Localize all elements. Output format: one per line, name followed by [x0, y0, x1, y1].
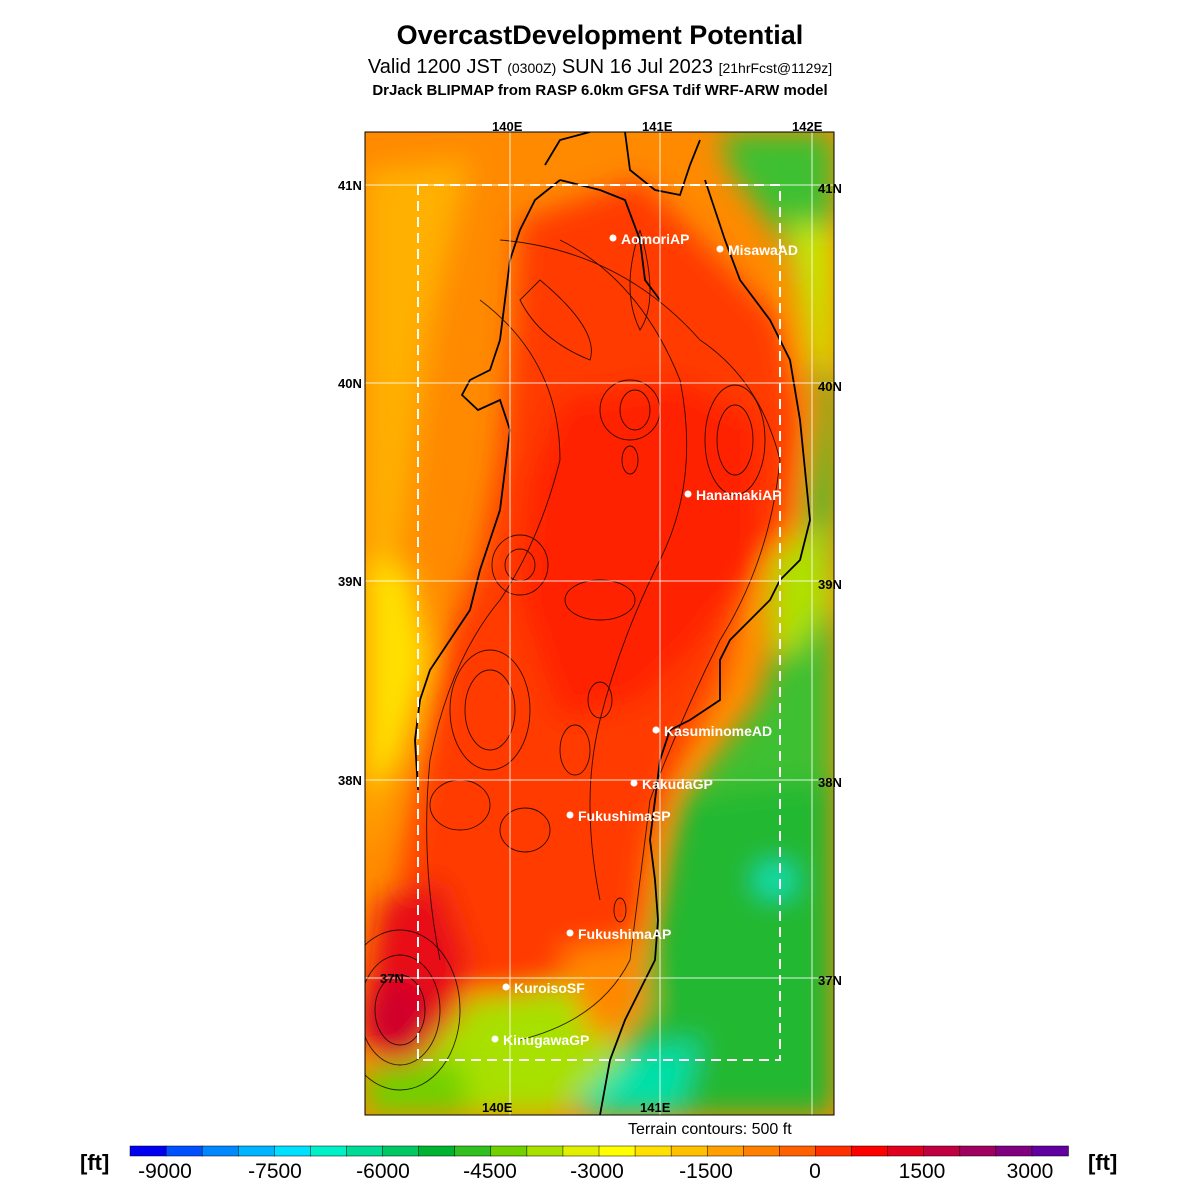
colorbar-swatch	[923, 1145, 961, 1157]
colorbar-swatch	[310, 1145, 348, 1157]
model-description: DrJack BLIPMAP from RASP 6.0km GFSA Tdif…	[372, 82, 828, 99]
colorbar-swatch	[165, 1145, 203, 1157]
lon-label-top-142: 142E	[792, 119, 823, 134]
city-label: FukushimaSP	[578, 808, 671, 824]
colorbar-swatch	[995, 1145, 1033, 1157]
terrain-note: Terrain contours: 500 ft	[628, 1121, 792, 1138]
valid-time-line: Valid 1200 JST (0300Z) SUN 16 Jul 2023 […	[0, 56, 1200, 79]
map-field	[365, 132, 834, 1115]
colorbar-swatch	[129, 1145, 167, 1157]
colorbar-swatch	[454, 1145, 492, 1157]
colorbar-swatch	[851, 1145, 889, 1157]
domain-boundary	[417, 184, 781, 1061]
colorbar-swatch	[274, 1145, 312, 1157]
colorbar-swatch	[1031, 1145, 1069, 1157]
forecast-date: SUN 16 Jul 2023	[561, 56, 714, 78]
colorbar-swatch	[743, 1145, 781, 1157]
colorbar-swatch	[562, 1145, 600, 1157]
colorbar-swatch	[382, 1145, 420, 1157]
map-frame	[364, 131, 835, 1116]
colorbar-swatch	[706, 1145, 745, 1157]
lat-label-right-39: 39N	[818, 577, 842, 592]
lat-label-left-38: 38N	[338, 773, 362, 788]
colorbar-swatch	[346, 1145, 384, 1157]
city-label: FukushimaAP	[578, 926, 671, 942]
colorbar-tick: -4500	[463, 1160, 517, 1183]
colorbar-tick: -1500	[679, 1160, 733, 1183]
colorbar-swatch	[201, 1145, 239, 1157]
colorbar-swatch	[815, 1145, 853, 1157]
city-aomori[interactable]: AomoriAP	[609, 231, 690, 247]
city-label: KuroisoSF	[514, 980, 585, 996]
city-kuroiso[interactable]: KuroisoSF	[502, 980, 586, 996]
colorbar-swatch	[887, 1145, 925, 1157]
lat-label-left-37: 37N	[380, 971, 404, 986]
colorbar	[129, 1145, 1069, 1157]
city-misawa[interactable]: MisawaAD	[716, 242, 799, 258]
colorbar-tick-labels: -9000 -7500 -6000 -4500 -3000 -1500 0 15…	[138, 1160, 1053, 1183]
colorbar-swatch	[526, 1145, 564, 1157]
colorbar-swatch	[634, 1145, 672, 1157]
city-label: KakudaGP	[642, 776, 713, 792]
lon-label-top-141: 141E	[642, 119, 673, 134]
lat-label-left-39: 39N	[338, 574, 362, 589]
lat-label-right-40: 40N	[818, 379, 842, 394]
lon-label-bottom-140: 140E	[482, 1100, 513, 1115]
colorbar-swatch	[490, 1145, 528, 1157]
city-kakuda[interactable]: KakudaGP	[630, 776, 713, 792]
city-markers: AomoriAP MisawaAD HanamakiAP KasuminomeA…	[491, 231, 799, 1048]
city-fukushima-ap[interactable]: FukushimaAP	[566, 926, 672, 942]
forecast-info: [21hrFcst@1129z]	[718, 60, 833, 76]
colorbar-tick: -3000	[570, 1160, 624, 1183]
city-label: AomoriAP	[621, 231, 689, 247]
colorbar-swatch	[418, 1145, 456, 1157]
city-label: KasuminomeAD	[664, 723, 772, 739]
colorbar-unit-right: [ft]	[1088, 1150, 1118, 1175]
city-label: HanamakiAP	[696, 487, 782, 503]
city-kinugawa[interactable]: KinugawaGP	[491, 1032, 590, 1048]
lat-label-right-41: 41N	[818, 181, 842, 196]
lat-label-left-40: 40N	[338, 376, 362, 391]
colorbar-swatch	[237, 1145, 276, 1157]
lat-label-left-41: 41N	[338, 178, 362, 193]
colorbar-tick: -7500	[248, 1160, 302, 1183]
city-fukushima-sp[interactable]: FukushimaSP	[566, 808, 671, 824]
city-label: MisawaAD	[728, 242, 798, 258]
lon-label-bottom-141: 141E	[640, 1100, 671, 1115]
colorbar-unit-left: [ft]	[80, 1150, 110, 1175]
colorbar-tick: -9000	[138, 1160, 192, 1183]
city-label: KinugawaGP	[503, 1032, 589, 1048]
colorbar-tick: -6000	[356, 1160, 410, 1183]
colorbar-tick: 0	[809, 1160, 821, 1183]
lon-label-top-140: 140E	[492, 119, 523, 134]
colorbar-tick: 3000	[1007, 1160, 1054, 1183]
lat-label-right-37: 37N	[818, 973, 842, 988]
valid-time: Valid 1200 JST	[367, 56, 502, 78]
colorbar-swatch	[779, 1145, 817, 1157]
colorbar-swatch	[959, 1145, 997, 1157]
colorbar-tick: 1500	[899, 1160, 946, 1183]
coastline	[414, 132, 811, 1115]
colorbar-swatch	[670, 1145, 708, 1157]
city-hanamaki[interactable]: HanamakiAP	[684, 487, 782, 503]
chart-title: OvercastDevelopment Potential	[396, 20, 804, 50]
utc-time: (0300Z)	[507, 60, 557, 76]
city-kasuminome[interactable]: KasuminomeAD	[652, 723, 773, 739]
lat-label-right-38: 38N	[818, 775, 842, 790]
colorbar-swatch	[598, 1145, 636, 1157]
